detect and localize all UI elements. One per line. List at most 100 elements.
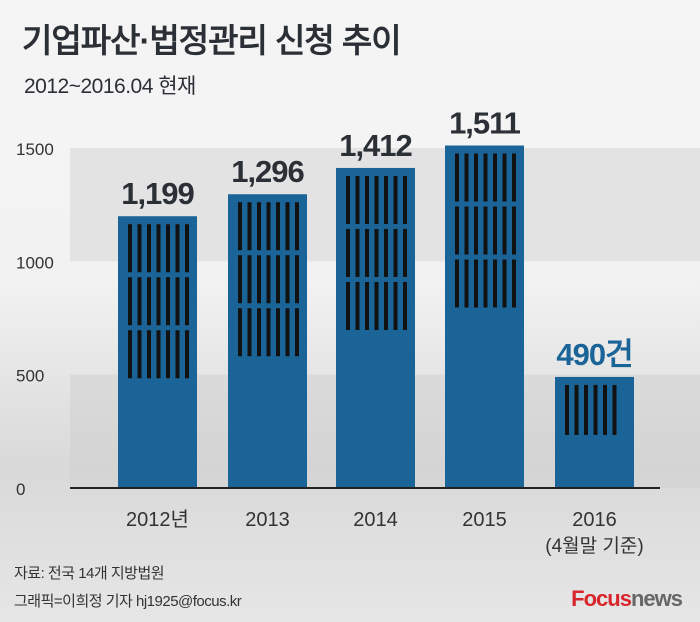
window-stripe (128, 224, 132, 273)
source-note: 자료: 전국 14개 지방법원 (14, 565, 165, 582)
window-stripe (247, 308, 252, 357)
data-label: 490건 (556, 337, 632, 372)
window-stripe (137, 330, 142, 379)
window-stripe (355, 228, 360, 277)
window-stripe (137, 224, 142, 273)
window-stripe (403, 228, 407, 277)
x-tick-label: 2016 (572, 509, 617, 531)
window-stripe (502, 153, 507, 202)
window-stripe (464, 259, 469, 308)
window-stripe (238, 255, 242, 304)
bar-2015 (445, 145, 524, 489)
window-stripe (247, 202, 252, 251)
window-stripe (295, 202, 299, 251)
window-stripe (455, 259, 459, 308)
chart-subtitle: 2012~2016.04 현재 (24, 75, 196, 98)
x-tick-label: 2013 (245, 509, 290, 531)
window-stripe (156, 277, 161, 326)
window-stripe (147, 330, 151, 379)
window-stripe (128, 277, 132, 326)
window-stripe (393, 228, 398, 277)
y-tick-label: 1500 (16, 140, 54, 159)
x-tick-label: 2014 (353, 509, 398, 531)
window-stripe (257, 255, 261, 304)
credit-note: 그래픽=이희정 기자 hj1925@focus.kr (14, 593, 242, 610)
window-stripe (365, 281, 369, 330)
window-stripe (474, 206, 478, 255)
window-stripe (266, 255, 271, 304)
data-label: 1,412 (339, 128, 412, 163)
window-stripe (257, 308, 261, 357)
window-stripe (175, 277, 180, 326)
window-stripe (266, 202, 271, 251)
window-stripe (147, 224, 151, 273)
window-stripe (355, 281, 360, 330)
window-stripe (593, 384, 598, 435)
window-stripe (384, 281, 388, 330)
window-stripe (346, 281, 350, 330)
window-stripe (393, 281, 398, 330)
window-stripe (295, 308, 299, 357)
window-stripe (474, 259, 478, 308)
window-stripe (393, 175, 398, 224)
data-label: 1,199 (121, 176, 194, 211)
window-stripe (276, 202, 280, 251)
window-stripe (403, 175, 407, 224)
window-stripe (276, 255, 280, 304)
chart-title: 기업파산·법정관리 신청 추이 (22, 22, 402, 59)
window-stripe (574, 384, 579, 435)
window-stripe (483, 153, 488, 202)
window-stripe (346, 228, 350, 277)
window-stripe (374, 281, 379, 330)
window-stripe (603, 384, 607, 435)
window-stripe (175, 224, 180, 273)
window-stripe (512, 206, 516, 255)
y-tick-label: 0 (16, 480, 25, 499)
window-stripe (455, 153, 459, 202)
window-stripe (502, 206, 507, 255)
window-stripe (584, 384, 588, 435)
window-stripe (365, 175, 369, 224)
window-stripe (493, 153, 497, 202)
window-stripe (185, 277, 189, 326)
window-stripe (238, 308, 242, 357)
window-stripe (295, 255, 299, 304)
window-stripe (346, 175, 350, 224)
y-tick-label: 1000 (16, 253, 54, 272)
window-stripe (247, 255, 252, 304)
window-stripe (128, 330, 132, 379)
window-stripe (403, 281, 407, 330)
window-stripe (384, 228, 388, 277)
window-stripe (266, 308, 271, 357)
focusnews-logo: Focusnews (571, 586, 683, 611)
window-stripe (512, 153, 516, 202)
window-stripe (137, 277, 142, 326)
window-stripe (455, 206, 459, 255)
window-stripe (185, 330, 189, 379)
window-stripe (185, 224, 189, 273)
window-stripe (175, 330, 180, 379)
window-stripe (565, 384, 569, 435)
window-stripe (238, 202, 242, 251)
x-tick-label: 2015 (462, 509, 507, 531)
data-label: 1,511 (449, 106, 521, 141)
window-stripe (166, 224, 170, 273)
window-stripe (483, 259, 488, 308)
window-stripe (285, 308, 290, 357)
window-stripe (365, 228, 369, 277)
window-stripe (483, 206, 488, 255)
window-stripe (166, 277, 170, 326)
x-tick-note: (4월말 기준) (545, 535, 643, 557)
window-stripe (276, 308, 280, 357)
window-stripe (374, 175, 379, 224)
window-stripe (166, 330, 170, 379)
window-stripe (474, 153, 478, 202)
x-tick-label: 2012년 (126, 508, 189, 531)
window-stripe (464, 153, 469, 202)
window-stripe (512, 259, 516, 308)
window-stripe (502, 259, 507, 308)
window-stripe (464, 206, 469, 255)
window-stripe (285, 202, 290, 251)
